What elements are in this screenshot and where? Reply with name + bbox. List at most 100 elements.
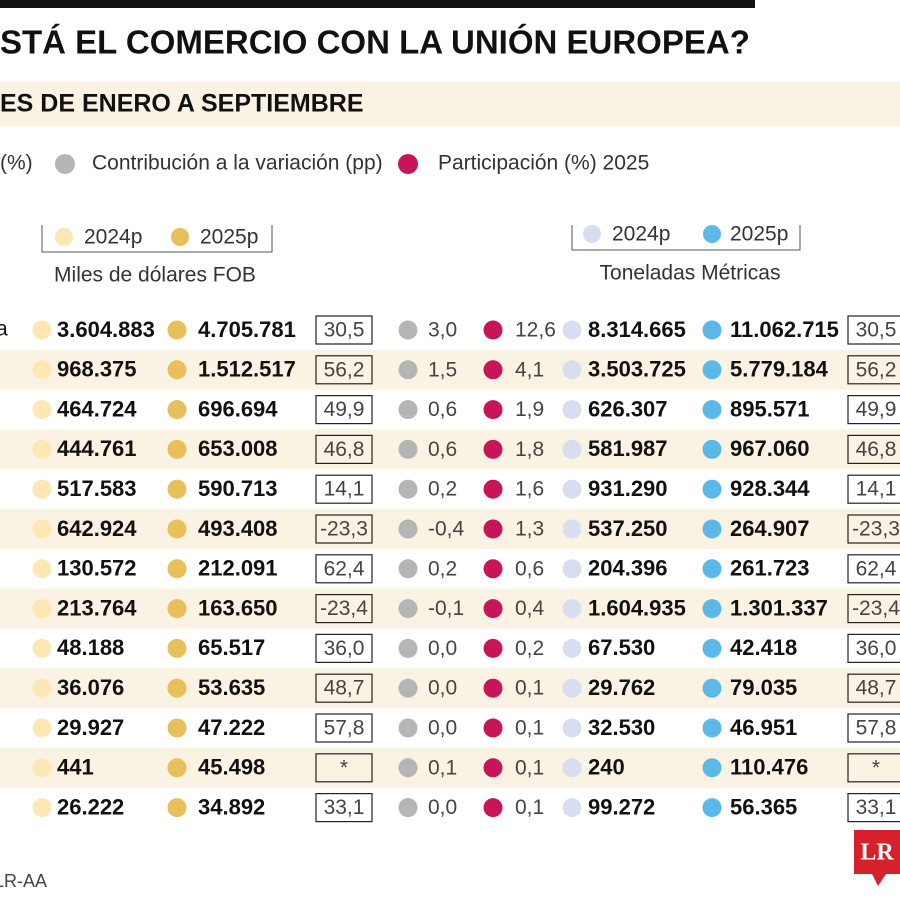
dot: [32, 718, 52, 738]
table: a 3.604.883 4.705.781 30,5 3,0 12,6 8.314.665 1…: [0, 315, 900, 823]
dot: [483, 320, 503, 340]
variation: 57,8: [856, 717, 897, 740]
cell-value: 0,1: [515, 796, 544, 819]
cell-value: 517.583: [57, 476, 137, 501]
dot: [562, 439, 582, 459]
col-tons-unit: Toneladas Métricas: [600, 262, 781, 285]
variation: 14,1: [324, 478, 365, 501]
variation: 33,1: [856, 796, 897, 819]
variation-box: [847, 434, 900, 464]
cell-value: 261.723: [730, 556, 810, 581]
dot: [398, 718, 418, 738]
cell-value: 130.572: [57, 556, 137, 581]
cell-value: 441: [57, 755, 94, 780]
cell-value: 3.604.883: [57, 317, 155, 342]
cell-value: 4,1: [515, 358, 544, 381]
cell-value: 0,2: [428, 557, 457, 580]
variation-box: [315, 593, 373, 624]
cell-value: 26.222: [57, 794, 124, 819]
row-band: [0, 509, 900, 549]
cell-value: 32.530: [588, 715, 655, 740]
legend-dot: [55, 228, 73, 246]
cell-value: 1.512.517: [198, 357, 296, 382]
variation: 49,9: [324, 398, 365, 421]
cell-value: 928.344: [730, 476, 810, 501]
cell-value: 537.250: [588, 516, 668, 541]
logo: LR: [860, 840, 894, 866]
row-label: a: [0, 318, 8, 341]
cell-value: 29.927: [57, 715, 124, 740]
dot: [483, 559, 503, 579]
variation-box: [847, 593, 900, 624]
dot: [32, 360, 52, 380]
dot: [483, 439, 503, 459]
cell-value: 1.301.337: [730, 595, 828, 620]
dot: [32, 638, 52, 658]
variation: 56,2: [324, 358, 365, 381]
dot: [398, 320, 418, 340]
variation-box: [847, 792, 900, 823]
dot: [483, 678, 503, 698]
dot: [562, 360, 582, 380]
cell-value: 34.892: [198, 794, 265, 819]
cell-value: 0,6: [428, 438, 457, 461]
dot: [398, 559, 418, 579]
dot: [483, 400, 503, 420]
variation-box: [847, 395, 900, 425]
variation-box: [847, 633, 900, 664]
variation-box: [315, 474, 373, 504]
cell-value: 46.951: [730, 715, 797, 740]
dot: [702, 599, 722, 619]
legend-variation: (%): [0, 152, 33, 175]
cell-value: 3,0: [428, 319, 457, 342]
dot: [167, 479, 187, 499]
dot: [32, 320, 52, 340]
subtitle-band: [0, 82, 900, 126]
dot: [32, 519, 52, 539]
dot: [167, 758, 187, 778]
row-band: [0, 747, 900, 788]
dot: [167, 439, 187, 459]
dot: [562, 758, 582, 778]
cell-value: 53.635: [198, 675, 265, 700]
dot: [167, 400, 187, 420]
cell-value: 590.713: [198, 476, 278, 501]
dot: [562, 678, 582, 698]
legend-contribution: Contribución a la variación (pp): [92, 152, 383, 175]
cell-value: 1,9: [515, 398, 544, 421]
cell-value: 653.008: [198, 436, 278, 461]
variation: 33,1: [324, 796, 365, 819]
cell-value: 0,1: [428, 756, 457, 779]
variation: 30,5: [324, 319, 365, 342]
variation-box: [847, 355, 900, 385]
dot: [483, 638, 503, 658]
variation-box: [315, 792, 373, 823]
cell-value: 4.705.781: [198, 317, 296, 342]
dot: [167, 559, 187, 579]
cell-value: 56.365: [730, 794, 797, 819]
variation-box: [315, 315, 373, 345]
cell-value: 0,1: [515, 677, 544, 700]
dot: [398, 479, 418, 499]
dot: [483, 519, 503, 539]
dot: [398, 400, 418, 420]
variation: 62,4: [856, 557, 897, 580]
cell-value: 11.062.715: [730, 317, 839, 342]
row-band: [0, 349, 900, 390]
variation: 48,7: [324, 677, 365, 700]
variation: -23,3: [320, 518, 368, 541]
variation: 46,8: [856, 438, 897, 461]
variation-box: [847, 713, 900, 743]
variation-box: [315, 355, 373, 385]
dot: [167, 599, 187, 619]
variation: 30,5: [856, 319, 897, 342]
dot: [398, 519, 418, 539]
cell-value: 45.498: [198, 755, 265, 780]
dot: [702, 718, 722, 738]
variation: -23,3: [852, 518, 900, 541]
dot: [32, 678, 52, 698]
legend-dot: [703, 225, 721, 243]
cell-value: 968.375: [57, 357, 137, 382]
dot: [562, 519, 582, 539]
